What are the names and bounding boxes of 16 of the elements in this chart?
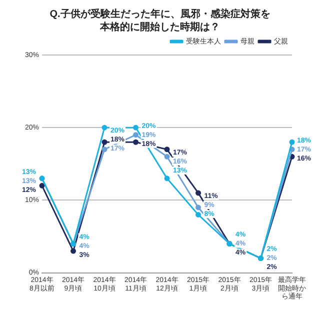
point (196, 190, 202, 196)
point (102, 139, 108, 145)
chart-title: Q.子供が受験生だった年に、風邪・感染症対策を本格的に開始した時期は？ (48, 8, 272, 34)
point (196, 204, 202, 210)
point (102, 124, 108, 130)
point (164, 146, 170, 152)
point (133, 139, 139, 145)
point (196, 212, 202, 218)
point (133, 132, 139, 138)
point (164, 176, 170, 182)
point (164, 154, 170, 160)
point (70, 248, 76, 254)
point (289, 139, 295, 145)
point (102, 146, 108, 152)
point (39, 182, 45, 188)
point (133, 124, 139, 130)
